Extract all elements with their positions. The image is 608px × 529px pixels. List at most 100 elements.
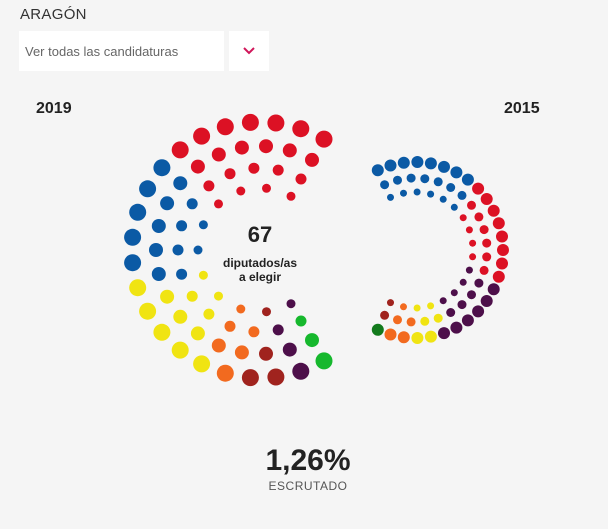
candidaturas-select[interactable]: Ver todas las candidaturas xyxy=(19,31,224,71)
region-title: ARAGÓN xyxy=(20,6,87,23)
seat-dot-purple xyxy=(450,289,458,297)
seat-dot-blue xyxy=(124,254,142,272)
seat-dot-blue xyxy=(406,173,416,183)
seat-dot-purple xyxy=(465,266,473,274)
seat-dot-purple xyxy=(459,278,467,286)
seat-dot-green xyxy=(315,352,333,370)
seat-dot-yellow xyxy=(420,316,430,326)
year-2015-label: 2015 xyxy=(504,100,540,117)
seat-dot-blue xyxy=(139,180,157,198)
seat-dot-yellow xyxy=(139,302,157,320)
seat-dot-yellow xyxy=(424,330,437,343)
seat-dot-orange xyxy=(384,328,397,341)
seat-dot-red xyxy=(315,130,333,148)
seat-dot-yellow xyxy=(171,341,189,359)
seat-dot-darkred xyxy=(259,346,273,361)
seat-dot-red xyxy=(272,164,284,176)
seat-dot-blue xyxy=(172,244,184,256)
seat-dot-darkred xyxy=(262,307,271,317)
seat-dot-red xyxy=(474,212,484,222)
candidaturas-select-label: Ver todas las candidaturas xyxy=(25,43,179,59)
seat-dot-yellow xyxy=(413,304,421,312)
seat-dot-red xyxy=(482,238,492,248)
seat-dot-blue xyxy=(450,203,458,211)
seat-dot-red xyxy=(236,186,246,196)
seat-dot-orange xyxy=(393,315,402,325)
seat-dot-yellow xyxy=(160,289,175,304)
seat-dot-blue xyxy=(176,268,188,280)
seat-dot-red xyxy=(286,191,296,201)
seat-dot-red xyxy=(479,225,489,235)
seat-dot-blue xyxy=(186,198,198,210)
seat-dot-red xyxy=(295,173,307,185)
seat-dot-blue xyxy=(424,157,437,170)
seat-dot-blue xyxy=(124,228,142,246)
seat-dot-red xyxy=(203,180,215,192)
seat-dot-red xyxy=(479,265,489,275)
seats-label-line1: diputados/as xyxy=(222,256,297,270)
seat-dot-red xyxy=(467,200,476,210)
chevron-down-icon xyxy=(243,47,255,55)
seat-dot-red xyxy=(492,217,505,230)
seat-dot-purple xyxy=(450,321,463,334)
seat-dot-darkred xyxy=(380,310,390,320)
seat-dot-red xyxy=(193,127,211,145)
seat-dot-blue xyxy=(411,156,424,168)
dropdown-toggle-button[interactable] xyxy=(229,31,269,71)
seat-dot-blue xyxy=(393,175,402,185)
seat-dot-purple xyxy=(457,300,467,310)
seat-dot-yellow xyxy=(198,270,208,280)
seat-dot-red xyxy=(262,183,271,193)
seat-dot-darkred xyxy=(267,368,285,386)
seat-dot-blue xyxy=(450,166,463,179)
parliament-chart-2019 xyxy=(124,113,333,387)
seat-dot-red xyxy=(234,140,249,155)
seat-dot-darkgreen xyxy=(371,323,384,336)
seat-dot-blue xyxy=(397,156,410,169)
seat-dot-orange xyxy=(397,331,410,344)
seat-dot-purple xyxy=(292,362,310,380)
seat-dot-orange xyxy=(400,303,407,311)
parliament-chart-2015 xyxy=(371,156,509,344)
seat-dot-red xyxy=(259,139,273,154)
seat-dot-yellow xyxy=(129,279,147,297)
seat-dot-purple xyxy=(439,297,447,305)
seat-dot-orange xyxy=(224,320,236,332)
seat-dot-purple xyxy=(474,278,484,288)
seat-dot-orange xyxy=(406,317,416,327)
seat-dot-blue xyxy=(433,177,443,187)
seats-total: 67 xyxy=(247,222,273,247)
seat-dot-blue xyxy=(129,203,147,221)
seat-dot-blue xyxy=(371,164,384,177)
seat-dot-green xyxy=(295,315,307,327)
seat-dot-yellow xyxy=(214,291,223,301)
seat-dot-red xyxy=(248,162,260,174)
seat-dot-blue xyxy=(380,180,390,190)
seat-dot-purple xyxy=(467,290,476,300)
seat-dot-purple xyxy=(282,342,297,357)
seat-dot-blue xyxy=(427,190,435,198)
seat-dot-red xyxy=(496,230,508,243)
seat-dot-yellow xyxy=(173,309,188,324)
seat-dot-red xyxy=(496,257,508,270)
seat-dot-red xyxy=(214,199,223,209)
seat-dot-yellow xyxy=(186,290,198,302)
seat-dot-blue xyxy=(439,195,447,203)
seat-dot-blue xyxy=(176,220,188,232)
seat-dot-blue xyxy=(420,174,430,184)
seat-dot-purple xyxy=(438,327,450,340)
seat-dot-orange xyxy=(236,304,246,314)
seat-dot-orange xyxy=(234,345,249,360)
seat-dot-red xyxy=(171,141,189,159)
seat-dot-yellow xyxy=(190,326,205,341)
seat-dot-red xyxy=(497,244,509,256)
seat-dot-red xyxy=(469,239,477,247)
seat-dot-orange xyxy=(248,326,260,338)
seat-dot-red xyxy=(224,168,236,180)
seat-dot-red xyxy=(292,120,310,138)
seat-dot-red xyxy=(211,147,226,162)
seat-dot-red xyxy=(492,270,505,283)
seat-dot-red xyxy=(472,182,485,195)
seat-dot-purple xyxy=(480,295,493,307)
seat-dot-yellow xyxy=(153,323,171,341)
